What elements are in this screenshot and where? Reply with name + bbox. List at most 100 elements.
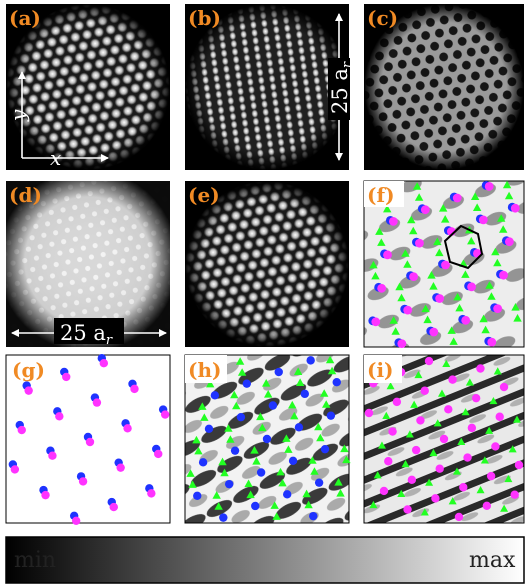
green-triangle-marker bbox=[433, 237, 442, 246]
pink-dot-marker bbox=[461, 315, 471, 325]
green-triangle-marker bbox=[322, 400, 331, 408]
green-triangle-marker bbox=[403, 260, 412, 268]
green-triangle-marker bbox=[304, 500, 313, 509]
green-triangle-marker bbox=[262, 379, 271, 387]
blue-dot-marker bbox=[268, 401, 278, 410]
blue-dot-marker bbox=[193, 491, 202, 501]
green-triangle-marker bbox=[391, 327, 400, 335]
pink-dot-marker bbox=[48, 451, 57, 460]
green-triangle-marker bbox=[461, 408, 470, 416]
blue-dot-marker bbox=[300, 389, 310, 399]
green-triangle-marker bbox=[198, 402, 207, 410]
pink-dot-marker bbox=[504, 237, 514, 247]
pink-dot-marker bbox=[482, 501, 492, 511]
green-triangle-marker bbox=[437, 389, 446, 397]
blue-dot-marker bbox=[288, 456, 298, 466]
green-triangle-marker bbox=[497, 214, 506, 222]
pink-dot-marker bbox=[388, 216, 398, 226]
pink-dot-marker bbox=[85, 437, 95, 447]
green-triangle-marker bbox=[373, 471, 382, 479]
pink-dot-marker bbox=[379, 486, 389, 496]
blue-dot-marker bbox=[224, 479, 234, 489]
panel-f-label: (f) bbox=[367, 183, 395, 207]
green-triangle-marker bbox=[224, 424, 233, 432]
green-triangle-marker bbox=[282, 434, 291, 442]
pink-dot-marker bbox=[403, 305, 413, 315]
green-triangle-marker bbox=[511, 303, 520, 311]
green-triangle-marker bbox=[504, 474, 513, 483]
pink-dot-marker bbox=[55, 412, 64, 421]
green-triangle-marker bbox=[502, 180, 512, 189]
colorbar: min max bbox=[5, 536, 525, 584]
pink-dot-marker bbox=[467, 282, 476, 292]
panel-a: (a) y x bbox=[6, 4, 170, 170]
y-axis-label: y bbox=[6, 109, 30, 122]
green-triangle-marker bbox=[485, 426, 494, 434]
green-triangle-marker bbox=[288, 400, 297, 409]
pink-dot-marker bbox=[147, 489, 156, 498]
pink-dot-marker bbox=[415, 238, 424, 248]
pink-dot-marker bbox=[491, 442, 500, 451]
pink-dot-marker bbox=[486, 471, 496, 481]
green-triangle-marker bbox=[325, 355, 335, 364]
panel-b: (b) 25 ar bbox=[185, 4, 355, 170]
blue-dot-marker bbox=[326, 411, 336, 420]
green-triangle-marker bbox=[258, 423, 267, 432]
blue-dot-marker bbox=[256, 468, 266, 477]
green-triangle-marker bbox=[235, 357, 245, 365]
pink-dot-marker bbox=[92, 398, 102, 407]
green-triangle-marker bbox=[405, 430, 414, 438]
pink-dot-marker bbox=[62, 372, 71, 382]
green-triangle-marker bbox=[369, 500, 378, 509]
green-triangle-marker bbox=[476, 486, 485, 494]
green-triangle-marker bbox=[218, 457, 227, 466]
pink-dot-marker bbox=[41, 490, 50, 500]
blue-dot-marker bbox=[320, 444, 330, 454]
green-triangle-marker bbox=[449, 337, 458, 345]
pink-dot-marker bbox=[130, 384, 139, 394]
green-triangle-marker bbox=[194, 446, 203, 455]
pink-dot-marker bbox=[99, 359, 109, 368]
green-triangle-marker bbox=[467, 236, 476, 245]
pink-dot-marker bbox=[371, 317, 381, 327]
pink-dot-marker bbox=[444, 405, 453, 414]
blue-dot-marker bbox=[219, 513, 228, 522]
green-triangle-marker bbox=[220, 468, 229, 477]
green-triangle-marker bbox=[186, 469, 195, 477]
pink-dot-marker bbox=[510, 203, 520, 213]
pink-dot-marker bbox=[420, 386, 429, 395]
green-triangle-marker bbox=[375, 227, 384, 235]
pink-dot-marker bbox=[435, 294, 445, 303]
pink-dot-marker bbox=[429, 327, 439, 337]
pink-dot-marker bbox=[420, 205, 430, 215]
green-triangle-marker bbox=[433, 419, 442, 427]
blue-dot-marker bbox=[282, 490, 292, 499]
pink-dot-marker bbox=[403, 505, 412, 514]
vertical-scale-bar: 25 ar bbox=[328, 13, 355, 161]
panel-f: (f) bbox=[363, 180, 525, 349]
pink-dot-marker bbox=[487, 337, 497, 347]
pink-dot-marker bbox=[116, 463, 125, 472]
green-triangle-marker bbox=[480, 456, 489, 464]
green-triangle-marker bbox=[412, 182, 422, 190]
blue-dot-marker bbox=[332, 377, 341, 387]
pink-dot-marker bbox=[459, 483, 468, 492]
green-triangle-marker bbox=[439, 204, 448, 212]
pink-dot-marker bbox=[397, 339, 407, 349]
pink-dot-marker bbox=[409, 272, 418, 282]
horizontal-scale-label: 25 ar bbox=[60, 321, 113, 348]
green-triangle-marker bbox=[487, 292, 496, 300]
pink-dot-marker bbox=[493, 304, 503, 314]
green-triangle-marker bbox=[453, 292, 462, 301]
green-triangle-marker bbox=[230, 390, 239, 399]
green-triangle-marker bbox=[226, 435, 235, 443]
green-triangle-marker bbox=[371, 271, 380, 280]
panel-h-markers bbox=[186, 355, 351, 522]
pink-dot-marker bbox=[467, 423, 477, 433]
pink-dot-marker bbox=[416, 416, 425, 425]
green-triangle-marker bbox=[489, 396, 498, 405]
green-triangle-marker bbox=[334, 478, 343, 486]
pink-dot-marker bbox=[499, 270, 508, 280]
pink-dot-marker bbox=[435, 464, 444, 473]
